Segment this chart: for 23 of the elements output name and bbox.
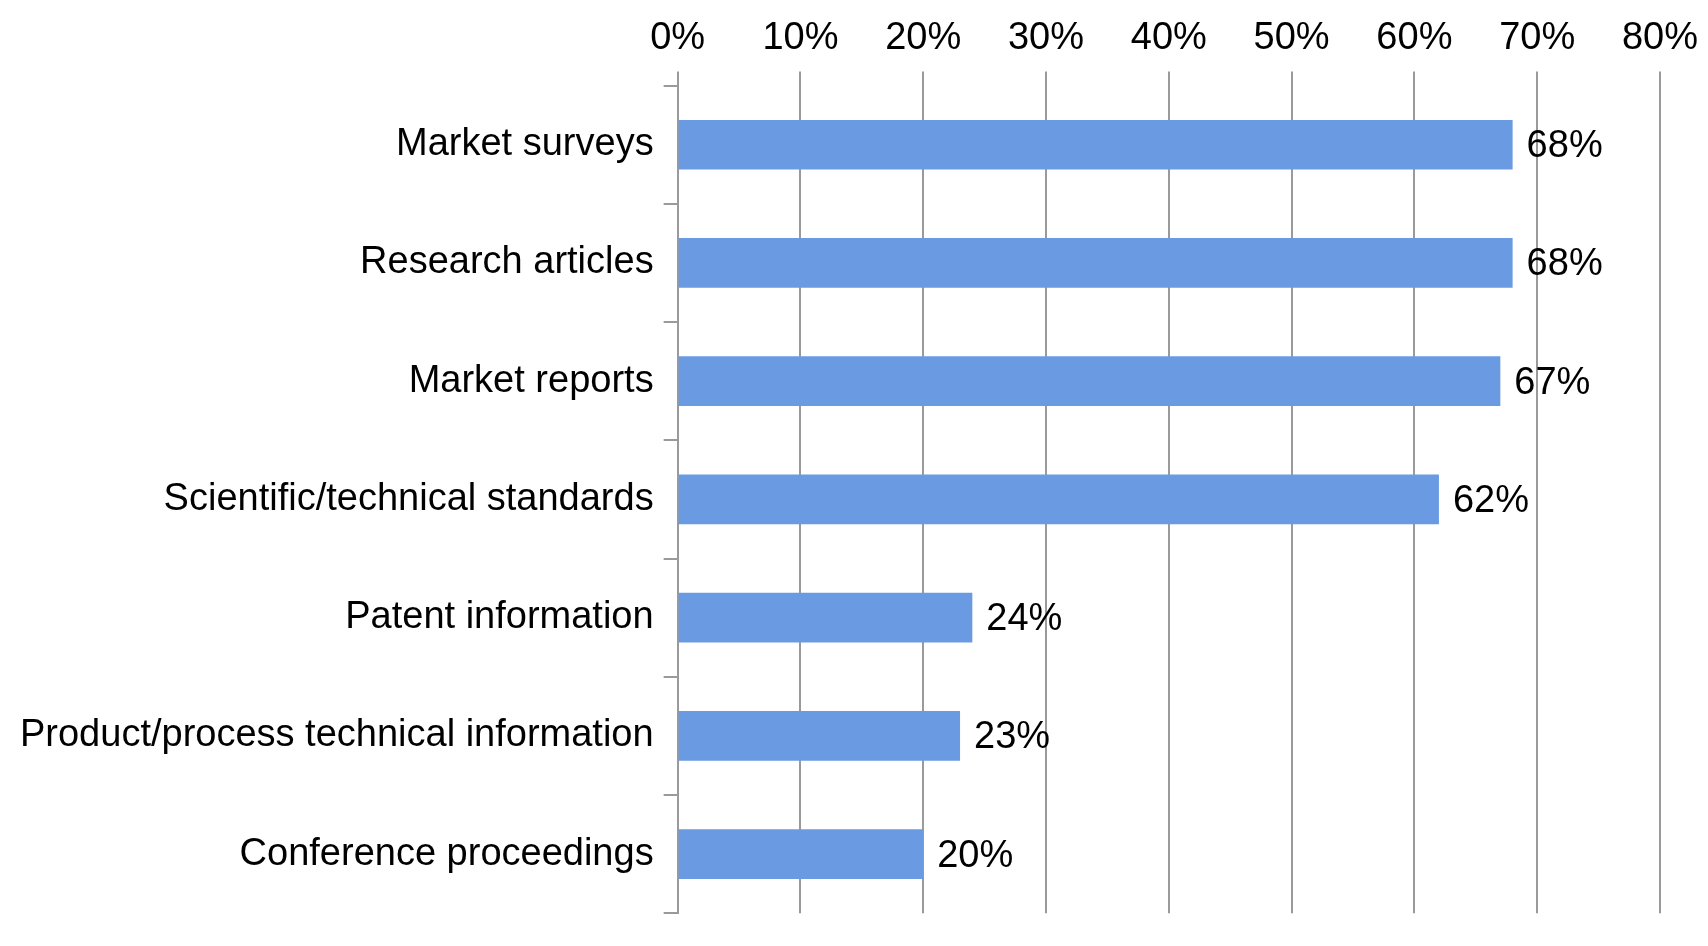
x-tick-label: 70%	[1499, 15, 1576, 58]
data-label: 24%	[986, 596, 1063, 639]
x-tick-label: 50%	[1253, 15, 1330, 58]
x-tick-label: 60%	[1376, 15, 1453, 58]
x-tick-label: 0%	[650, 15, 706, 58]
data-label: 20%	[937, 832, 1014, 875]
x-tick-label: 40%	[1130, 15, 1207, 58]
y-tick-label: Scientific/technical standards	[163, 475, 654, 518]
y-tick-label: Research articles	[360, 239, 654, 282]
x-tick-label: 80%	[1621, 15, 1698, 58]
data-label: 23%	[974, 714, 1051, 757]
data-label: 68%	[1526, 123, 1603, 166]
data-label: 62%	[1452, 477, 1530, 520]
y-tick-label: Conference proceedings	[239, 830, 654, 873]
data-label: 67%	[1514, 359, 1591, 402]
y-tick-label: Product/process technical information	[19, 712, 654, 755]
y-tick-label: Patent information	[345, 594, 654, 637]
y-tick-label: Market reports	[408, 357, 654, 400]
data-label: 68%	[1526, 241, 1603, 284]
x-tick-label: 10%	[762, 15, 839, 58]
y-tick-label: Market surveys	[396, 121, 654, 164]
x-tick-label: 20%	[885, 15, 962, 58]
x-tick-label: 30%	[1007, 15, 1085, 58]
